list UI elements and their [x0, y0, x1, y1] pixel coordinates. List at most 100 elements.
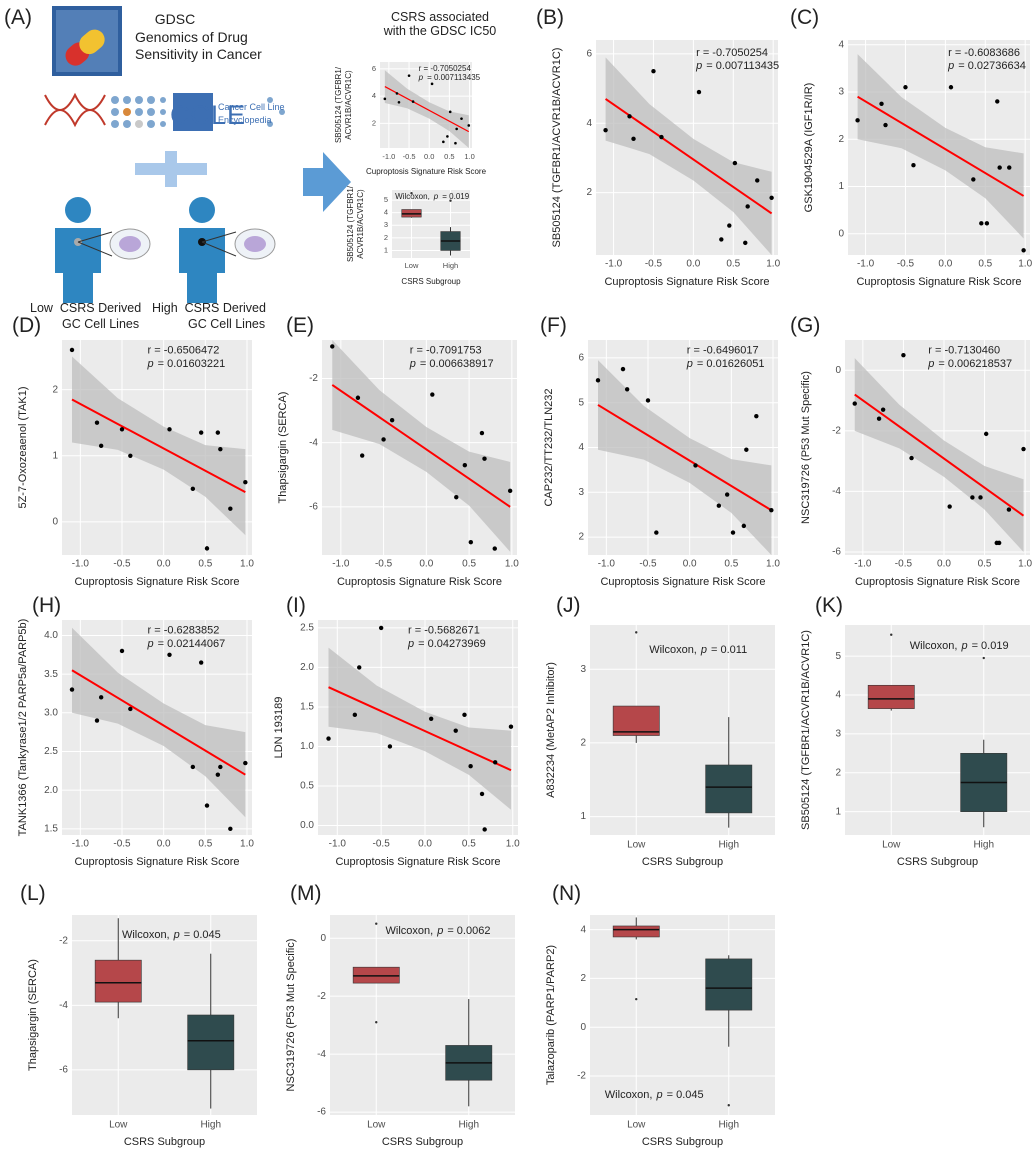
- panel-label: (K): [815, 594, 843, 617]
- chart: (B)246Cuproptosis Signature Risk ScoreSB…: [536, 6, 781, 288]
- point: [883, 123, 887, 127]
- y-axis-title: A832234 (MetAP2 Inhibitor): [545, 662, 557, 798]
- annotation: r = -0.6083686: [948, 47, 1020, 59]
- x-tick-label: -0.5: [373, 839, 391, 850]
- x-tick-label: High: [458, 1120, 479, 1131]
- x-tick-label: 0.5: [462, 559, 476, 570]
- chart: (F)23456Cuproptosis Signature Risk Score…: [540, 314, 780, 588]
- point: [596, 378, 600, 382]
- outlier: [635, 998, 637, 1000]
- y-tick-label: 2: [578, 532, 584, 543]
- point: [454, 142, 457, 145]
- y-tick-label: 0.5: [300, 781, 314, 792]
- p-value: = 0.011: [711, 644, 747, 656]
- panel-label: (M): [290, 882, 321, 905]
- y-tick-label: -2: [832, 425, 841, 436]
- point: [469, 540, 473, 544]
- point: [1021, 447, 1025, 451]
- point: [455, 128, 458, 131]
- panel-a: (A) GDSC Genomics of Drug Sensitivity in…: [4, 6, 351, 331]
- point: [199, 660, 203, 664]
- y-tick-label: 4: [586, 118, 592, 129]
- p-symbol: p: [173, 929, 180, 941]
- y-tick-label: 0.0: [300, 820, 314, 831]
- x-tick-label: 1.0: [506, 839, 520, 850]
- p-symbol: p: [686, 358, 693, 370]
- y-tick-label: -2: [309, 373, 318, 384]
- annotation: p= 0.02144067: [147, 638, 226, 650]
- x-tick-label: 0.5: [198, 839, 212, 850]
- chart-title: with the GDSC IC50: [383, 24, 497, 38]
- p-value: = 0.0062: [447, 925, 490, 937]
- y-tick-label: 6: [372, 64, 376, 73]
- panel-label: (A): [4, 6, 32, 29]
- y-axis-title: Thapsigargin (SERCA): [277, 392, 289, 504]
- p-symbol: p: [960, 640, 967, 652]
- p-value: = 0.007113435: [427, 73, 481, 82]
- y-tick-label: -6: [832, 547, 841, 558]
- p-value: = 0.01603221: [158, 358, 226, 370]
- x-tick-label: -1.0: [854, 559, 872, 570]
- point: [755, 178, 759, 182]
- x-tick-label: -1.0: [72, 839, 90, 850]
- x-tick-label: -0.5: [113, 559, 131, 570]
- x-tick-label: 1.0: [464, 152, 474, 161]
- point: [717, 504, 721, 508]
- x-tick-label: 0.5: [462, 839, 476, 850]
- annotation: p= 0.02736634: [947, 60, 1026, 72]
- x-axis-title: CSRS Subgroup: [642, 856, 723, 868]
- point: [412, 100, 415, 103]
- y-tick-label: 1: [384, 245, 388, 254]
- x-tick-label: High: [973, 840, 994, 851]
- outlier: [375, 1021, 377, 1023]
- y-axis-title: SB505124 (TGFBR1/: [346, 185, 355, 262]
- x-tick-label: -1.0: [72, 559, 90, 570]
- x-tick-label: -0.5: [639, 559, 657, 570]
- y-tick-label: 0: [52, 517, 58, 528]
- point: [381, 437, 385, 441]
- point: [493, 546, 497, 550]
- annotation: r = -0.6496017: [687, 345, 759, 357]
- y-tick-label: 2: [372, 118, 376, 127]
- x-tick-label: -0.5: [113, 839, 131, 850]
- box: [613, 926, 659, 937]
- point: [216, 430, 220, 434]
- point: [627, 114, 631, 118]
- annotation: p= 0.006638917: [409, 358, 494, 370]
- p-symbol: p: [695, 60, 702, 72]
- point: [997, 541, 1001, 545]
- panel-label: (B): [536, 6, 564, 29]
- chart: (E)-6-4-2Cuproptosis Signature Risk Scor…: [277, 314, 519, 588]
- point: [719, 237, 723, 241]
- x-tick-label: Low: [627, 1120, 646, 1131]
- annotation: p= 0.01626051: [686, 358, 765, 370]
- point: [909, 456, 913, 460]
- x-tick-label: -1.0: [605, 259, 623, 270]
- x-tick-label: High: [443, 261, 458, 270]
- x-tick-label: High: [718, 840, 739, 851]
- y-axis-title: 5Z-7-Oxozeaenol (TAK1): [17, 386, 29, 508]
- p-value: = 0.019: [442, 192, 469, 201]
- x-tick-label: Low: [627, 840, 646, 851]
- x-axis-title: Cuproptosis Signature Risk Score: [74, 576, 239, 588]
- outlier: [890, 634, 892, 636]
- point: [901, 353, 905, 357]
- p-symbol: p: [409, 358, 416, 370]
- outlier: [375, 922, 377, 924]
- y-tick-label: -2: [317, 991, 326, 1002]
- y-axis-title: Thapsigargin (SERCA): [27, 959, 39, 1071]
- y-tick-label: 3.5: [44, 669, 58, 680]
- point: [326, 736, 330, 740]
- point: [429, 717, 433, 721]
- x-tick-label: 0.0: [938, 259, 952, 270]
- x-tick-label: Low: [367, 1120, 386, 1131]
- y-tick-label: 2: [52, 384, 58, 395]
- y-tick-label: -6: [59, 1064, 68, 1075]
- point: [167, 653, 171, 657]
- point: [199, 430, 203, 434]
- point: [95, 420, 99, 424]
- point: [480, 431, 484, 435]
- y-axis-title: NSC319726 (P53 Mut Specific): [285, 939, 297, 1092]
- y-tick-label: -4: [832, 486, 841, 497]
